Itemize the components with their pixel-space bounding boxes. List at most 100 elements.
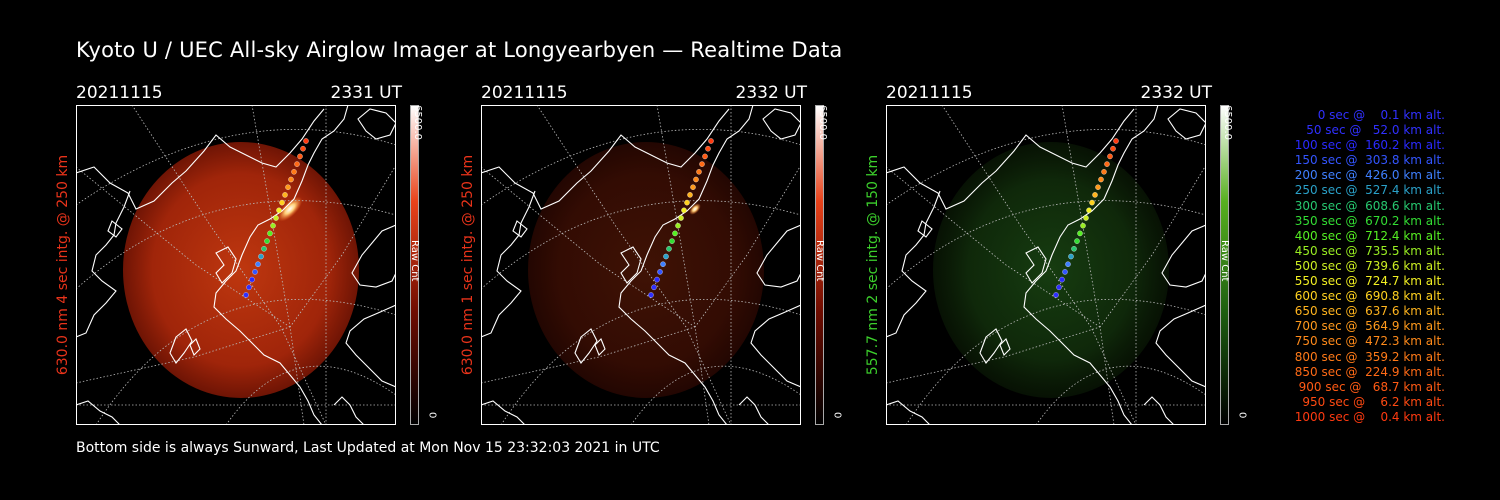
colorbar: [815, 105, 824, 425]
trajectory-point: [282, 192, 288, 198]
trajectory-point: [684, 199, 690, 206]
panel-wavelength-label: 557.7 nm 2 sec intg. @ 150 km: [865, 154, 881, 376]
geo-grid: [76, 105, 396, 425]
trajectory-point: [294, 161, 300, 167]
trajectory-point: [669, 238, 675, 244]
trajectory-point: [246, 284, 252, 291]
legend-entry: 500 sec @ 739.6 km alt.: [1294, 258, 1445, 273]
panel-time: 2332 UT: [735, 83, 808, 103]
all-sky-image: [886, 105, 1206, 425]
trajectory-point: [1053, 292, 1059, 298]
trajectory-point: [660, 261, 666, 268]
trajectory-point: [708, 138, 714, 144]
trajectory-point: [1101, 168, 1107, 175]
trajectory-point: [678, 215, 684, 221]
colorbar-min: 0: [426, 412, 438, 419]
trajectory-point: [1083, 215, 1089, 221]
imager-panel-630-1s: 20211115 2332 UT 630.0 nm 1 sec intg. @ …: [460, 80, 881, 430]
airglow-disk: [933, 142, 1169, 398]
trajectory-point: [696, 168, 702, 175]
trajectory-point: [681, 207, 687, 214]
trajectory-point: [270, 222, 276, 229]
trajectory-point: [1107, 153, 1113, 160]
trajectory-point: [258, 253, 264, 260]
legend-entry: 250 sec @ 527.4 km alt.: [1294, 183, 1445, 198]
trajectory-point: [300, 145, 306, 152]
legend-entry: 200 sec @ 426.0 km alt.: [1294, 168, 1445, 183]
panel-wavelength-label: 630.0 nm 4 sec intg. @ 250 km: [55, 154, 71, 376]
trajectory-point: [1071, 245, 1077, 252]
all-sky-image: [481, 105, 801, 425]
trajectory-point: [705, 145, 711, 152]
legend-entry: 350 sec @ 670.2 km alt.: [1294, 213, 1445, 228]
trajectory-point: [267, 230, 273, 237]
trajectory-point: [1110, 145, 1116, 152]
trajectory-point: [663, 253, 669, 260]
bright-feature: [277, 196, 303, 222]
trajectory-point: [1104, 161, 1110, 167]
trajectory-point: [1089, 199, 1095, 206]
trajectory-point: [297, 153, 303, 160]
trajectory-point: [654, 276, 660, 283]
trajectory-point: [288, 176, 294, 183]
trajectory-point: [672, 230, 678, 237]
trajectory-point: [1086, 207, 1092, 214]
all-sky-image: [76, 105, 396, 425]
trajectory-point: [1074, 238, 1080, 244]
geo-grid: [886, 105, 1206, 425]
trajectory-point: [303, 138, 309, 144]
trajectory-point: [693, 176, 699, 183]
trajectory-point: [255, 261, 261, 268]
imager-panel-630-4s: 20211115 2331 UT 630.0 nm 4 sec intg. @ …: [55, 80, 476, 430]
legend-entry: 400 sec @ 712.4 km alt.: [1294, 228, 1445, 243]
panel-wavelength-label: 630.0 nm 1 sec intg. @ 250 km: [460, 154, 476, 376]
trajectory-point: [1113, 138, 1119, 144]
legend-entry: 1000 sec @ 0.4 km alt.: [1294, 409, 1445, 424]
legend-entry: 950 sec @ 6.2 km alt.: [1302, 394, 1445, 409]
image-frame: [886, 105, 1206, 425]
trajectory-point: [291, 168, 297, 175]
trajectory-point: [675, 222, 681, 229]
trajectory-point: [651, 284, 657, 291]
geo-grid: [481, 105, 801, 425]
trajectory-point: [666, 245, 672, 252]
trajectory-point: [1068, 253, 1074, 260]
colorbar-min: 0: [831, 412, 843, 419]
trajectory-point: [687, 192, 693, 198]
legend-entry: 600 sec @ 690.8 km alt.: [1294, 289, 1445, 304]
trajectory-legend: 0 sec @ 0.1 km alt. 50 sec @ 52.0 km alt.…: [1245, 108, 1445, 425]
legend-entry: 550 sec @ 724.7 km alt.: [1294, 274, 1445, 289]
trajectory-point: [276, 207, 282, 214]
trajectory-point: [702, 153, 708, 160]
trajectory-point: [264, 238, 270, 244]
legend-entry: 750 sec @ 472.3 km alt.: [1294, 334, 1445, 349]
trajectory-point: [1098, 176, 1104, 183]
trajectory-point: [1077, 230, 1083, 237]
trajectory-point: [249, 276, 255, 283]
image-frame: [481, 105, 801, 425]
legend-entry: 650 sec @ 637.6 km alt.: [1294, 304, 1445, 319]
trajectory-point: [285, 184, 291, 191]
trajectory-point: [261, 245, 267, 252]
colorbar-unit: Raw Cnt: [813, 240, 825, 282]
colorbar-unit: Raw Cnt: [408, 240, 420, 282]
trajectory-point: [1056, 284, 1062, 291]
imager-panel-557-2s: 20211115 2332 UT 557.7 nm 2 sec intg. @ …: [865, 80, 1286, 430]
trajectory-point: [657, 269, 663, 275]
legend-entry: 450 sec @ 735.5 km alt.: [1294, 243, 1445, 258]
trajectory-point: [1080, 222, 1086, 229]
legend-entry: 100 sec @ 160.2 km alt.: [1294, 138, 1445, 153]
legend-entry: 50 sec @ 52.0 km alt.: [1306, 123, 1445, 138]
colorbar-max: 6500.0: [817, 105, 828, 140]
colorbar: [410, 105, 419, 425]
trajectory-point: [1065, 261, 1071, 268]
coastline-map: [76, 105, 396, 425]
legend-entry: 900 sec @ 68.7 km alt.: [1298, 379, 1445, 394]
trajectory-point: [648, 292, 654, 298]
coastline-map: [886, 105, 1206, 425]
panel-time: 2331 UT: [330, 83, 403, 103]
colorbar: [1220, 105, 1229, 425]
panel-date: 20211115: [886, 83, 973, 103]
trajectory-point: [243, 292, 249, 298]
legend-entry: 800 sec @ 359.2 km alt.: [1294, 349, 1445, 364]
